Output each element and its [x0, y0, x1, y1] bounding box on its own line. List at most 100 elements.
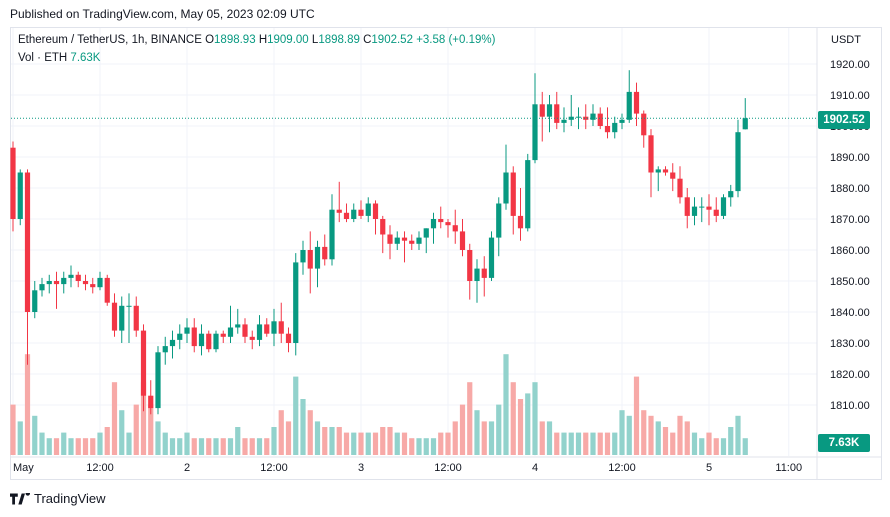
candle-body: [735, 132, 741, 192]
volume-legend: Vol · ETH 7.63K: [18, 52, 100, 64]
candle-body: [264, 324, 270, 334]
volume-bar: [655, 421, 661, 455]
volume-bar: [416, 438, 422, 455]
candle-body: [24, 172, 31, 312]
candle-body: [148, 395, 154, 409]
volume-bar: [264, 438, 270, 455]
candle-body: [481, 268, 487, 278]
candle-body: [329, 209, 335, 260]
candle-body: [575, 116, 582, 118]
candle-body: [372, 203, 379, 219]
volume-bar: [409, 438, 415, 455]
candle-body: [467, 250, 473, 281]
volume-bar: [140, 382, 147, 455]
high-label: H: [258, 34, 268, 46]
x-tick-label: 12:00: [608, 462, 636, 474]
volume-bar: [249, 438, 255, 455]
x-tick-label: 12:00: [434, 462, 462, 474]
candle-body: [430, 219, 437, 229]
candle-body: [641, 113, 647, 136]
volume-bar: [97, 432, 103, 455]
volume-bar: [546, 421, 553, 455]
volume-bar: [735, 415, 741, 455]
y-tick-label: 1910.00: [830, 90, 870, 102]
volume-bar: [713, 438, 719, 455]
volume-bar: [691, 432, 698, 455]
candle-body: [46, 281, 52, 285]
candle-body: [438, 219, 444, 223]
volume-bar: [706, 432, 712, 455]
x-tick-label: 12:00: [86, 462, 114, 474]
volume-bar: [329, 427, 335, 455]
candle-body: [604, 126, 611, 133]
candle-body: [670, 172, 676, 179]
volume-bar: [532, 382, 538, 455]
candle-body: [394, 237, 400, 244]
candle-body: [401, 237, 408, 241]
volume-bar: [474, 410, 480, 455]
volume-bar: [68, 438, 74, 455]
volume-bar: [677, 415, 683, 455]
candle-body: [10, 147, 16, 219]
candle-body: [706, 206, 712, 210]
candle-body: [568, 116, 574, 120]
candle-body: [510, 172, 516, 216]
footer-brand[interactable]: TradingView: [10, 491, 106, 506]
candle-body: [140, 330, 147, 396]
candle-body: [387, 234, 393, 244]
candle-body: [633, 91, 640, 114]
candle-body: [546, 104, 553, 117]
volume-bar: [387, 427, 393, 455]
last-volume-tag: 7.63K: [818, 434, 870, 452]
x-tick-label: 4: [532, 462, 538, 474]
y-tick-label: 1860.00: [830, 245, 870, 257]
y-tick-label: 1920.00: [830, 59, 870, 71]
volume-bar: [343, 432, 350, 455]
candle-body: [525, 160, 531, 229]
volume-bar: [481, 421, 487, 455]
close-label: C: [363, 34, 372, 46]
candle-body: [336, 209, 342, 213]
volume-bar: [554, 432, 560, 455]
chart-frame[interactable]: [10, 27, 882, 480]
x-tick-label: 3: [358, 462, 364, 474]
symbol-legend: Ethereum / TetherUS, 1h, BINANCE O1898.9…: [18, 34, 495, 46]
volume-bar: [583, 432, 589, 455]
volume-bar: [503, 354, 509, 455]
volume-bar: [271, 427, 277, 455]
volume-bar: [148, 404, 154, 455]
candle-body: [191, 327, 197, 347]
volume-bar: [662, 427, 669, 455]
y-tick-label: 1850.00: [830, 276, 870, 288]
volume-bar: [235, 427, 241, 455]
volume-bar: [10, 404, 16, 455]
volume-bar: [430, 438, 437, 455]
volume-bar: [612, 432, 618, 455]
volume-bar: [220, 438, 226, 455]
candle-body: [293, 262, 299, 343]
close-value: 1902.52: [371, 34, 413, 46]
volume-bar: [568, 432, 574, 455]
candle-body: [365, 203, 371, 216]
candle-body: [17, 172, 23, 219]
volume-bar: [293, 376, 299, 455]
volume-bar: [307, 410, 313, 455]
low-value: 1898.89: [318, 34, 360, 46]
volume-bar: [561, 432, 567, 455]
volume-bar: [459, 404, 466, 455]
candle-body: [169, 339, 176, 347]
volume-bar: [227, 438, 234, 455]
candle-body: [597, 113, 603, 126]
volume-bar: [90, 438, 96, 455]
candle-body: [662, 169, 669, 173]
volume-bar: [590, 432, 596, 455]
volume-bar: [742, 438, 748, 455]
volume-bar: [46, 438, 52, 455]
volume-bar: [452, 421, 458, 455]
x-tick-label: 2: [184, 462, 190, 474]
candle-body: [271, 321, 277, 334]
volume-bar: [314, 421, 321, 455]
footer-brand-label: TradingView: [34, 491, 106, 506]
candle-body: [61, 277, 67, 285]
